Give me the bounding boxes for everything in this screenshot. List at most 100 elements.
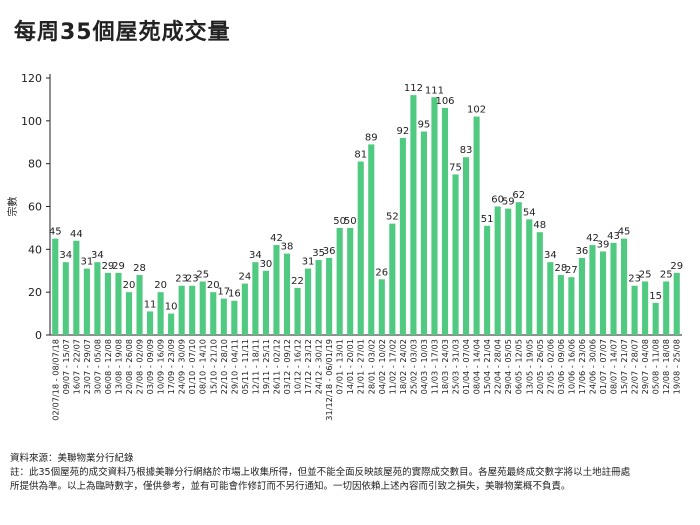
bar: [431, 97, 438, 336]
x-tick-label: 31/12/18 - 06/01/19: [324, 339, 334, 421]
x-tick-label: 10/06 - 16/06: [566, 339, 576, 394]
x-tick-label: 29/04 - 05/05: [503, 339, 513, 394]
bar: [125, 292, 133, 335]
x-tick-label: 10/12 - 16/12: [293, 339, 303, 394]
bar-value-label: 31: [80, 257, 93, 268]
bar: [83, 268, 90, 335]
bar: [673, 272, 680, 335]
x-tick-label: 08/10 - 14/10: [198, 339, 208, 394]
x-tick-label: 13/05 - 19/05: [524, 339, 534, 394]
bar: [473, 116, 480, 335]
disclaimer-line-1: 註：此35個屋苑的成交資料乃根據美聯分行網絡於市場上收集所得，但並不能全面反映該…: [10, 467, 631, 478]
x-tick-label: 17/12 - 23/12: [303, 339, 313, 394]
bar-value-label: 20: [207, 280, 220, 291]
x-tick-label: 11/03 - 17/03: [429, 339, 439, 394]
x-tick-label: 18/02 - 24/02: [398, 339, 408, 394]
x-tick-label: 18/03 - 24/03: [440, 339, 450, 394]
bar: [505, 208, 512, 335]
bar-value-label: 34: [249, 250, 262, 261]
y-axis-label: 宗數: [6, 197, 19, 217]
bar: [283, 253, 291, 335]
bar: [199, 281, 206, 335]
bar: [178, 285, 185, 335]
x-tick-label: 11/02 - 17/02: [387, 339, 397, 394]
bar-value-label: 36: [576, 246, 589, 257]
x-tick-label: 08/04 - 14/04: [472, 339, 482, 394]
bar: [104, 272, 111, 335]
bar-value-label: 111: [425, 85, 444, 96]
bar-value-label: 42: [270, 233, 283, 244]
y-tick-label: 80: [28, 158, 42, 171]
bar: [547, 262, 554, 335]
bar-value-label: 31: [302, 257, 315, 268]
bar: [62, 262, 69, 335]
bar-value-label: 20: [123, 280, 136, 291]
x-tick-label: 25/03 - 31/03: [451, 339, 461, 394]
x-tick-labels: 02/07/18 - 08/07/18 09/07 - 15/07 16/07 - …: [50, 339, 681, 421]
x-tick-label: 05/08 - 11/08: [651, 339, 661, 394]
bar-value-label: 39: [597, 239, 610, 250]
bar: [557, 275, 564, 335]
x-tick-label: 10/09 - 16/09: [156, 339, 166, 394]
x-tick-label: 03/12 - 09/12: [282, 339, 292, 394]
x-tick-label: 06/08 - 12/08: [103, 339, 113, 394]
bar-value-label: 59: [502, 197, 515, 208]
bar-value-label: 52: [386, 212, 399, 223]
bar-value-label: 45: [618, 227, 631, 238]
bar: [357, 161, 364, 335]
bar-value-label: 42: [586, 233, 599, 244]
bar: [168, 313, 175, 335]
bar-value-label: 28: [554, 263, 567, 274]
bar-value-label: 25: [660, 269, 673, 280]
bar-value-label: 44: [70, 229, 83, 240]
bar-value-label: 34: [91, 250, 104, 261]
bar: [378, 279, 385, 335]
y-tick-label: 60: [28, 201, 42, 214]
x-tick-label: 17/09 - 23/09: [166, 339, 176, 394]
y-axis: 0 20 40 60 80 100 120 宗數: [6, 72, 51, 342]
x-tick-label: 12/08 - 18/08: [661, 339, 671, 394]
bar: [631, 285, 638, 335]
bar-value-label: 81: [354, 150, 367, 161]
bar-value-label: 75: [449, 162, 462, 173]
x-tick-label: 04/02 - 10/02: [377, 339, 387, 394]
x-tick-label: 08/07 - 14/07: [609, 339, 619, 394]
bar-value-label: 36: [323, 246, 336, 257]
bar-value-label: 45: [49, 227, 62, 238]
bar-value-label: 89: [365, 132, 378, 143]
bar: [441, 107, 449, 335]
bar-value-label: 20: [154, 280, 167, 291]
bar-value-label: 34: [59, 250, 72, 261]
bar-value-label: 102: [467, 105, 486, 116]
bar-value-label: 112: [404, 83, 423, 94]
x-tick-label: 15/07 - 21/07: [619, 339, 629, 394]
source-text: 資料來源：美聯物業分行紀錄: [10, 453, 134, 464]
bar: [410, 95, 417, 335]
bar: [147, 311, 154, 335]
y-tick-label: 100: [21, 115, 42, 128]
bar: [663, 281, 670, 335]
bar-value-label: 35: [312, 248, 325, 259]
x-tick-label: 03/06 - 09/06: [556, 339, 566, 394]
x-tick-label: 02/07/18 - 08/07/18: [50, 339, 60, 421]
x-tick-label: 06/05 - 12/05: [514, 339, 524, 394]
x-tick-label: 12/11 - 18/11: [250, 339, 260, 394]
bar: [642, 281, 649, 335]
bar: [115, 272, 122, 335]
bar: [515, 202, 522, 335]
x-tick-label: 15/10 - 21/10: [208, 339, 218, 394]
x-tick-label: 25/02 - 03/03: [408, 339, 418, 394]
bar: [494, 206, 501, 335]
bar: [220, 298, 227, 335]
x-tick-label: 19/08 - 25/08: [672, 339, 682, 394]
bar-value-label: 24: [238, 272, 251, 283]
y-tick-label: 40: [28, 243, 42, 256]
y-tick-label: 120: [21, 72, 42, 85]
x-tick-label: 24/09 - 30/09: [177, 339, 187, 394]
disclaimer-line-2: 所提供為準。以上為臨時數字，僅供參考，並有可能會作修訂而不另行通知。一切因依賴上…: [10, 481, 571, 492]
bar: [252, 262, 259, 335]
bar-value-label: 27: [565, 265, 578, 276]
bar: [452, 174, 459, 335]
x-tick-label: 24/12 - 30/12: [314, 339, 324, 394]
x-tick-label: 03/09 - 09/09: [145, 339, 155, 394]
